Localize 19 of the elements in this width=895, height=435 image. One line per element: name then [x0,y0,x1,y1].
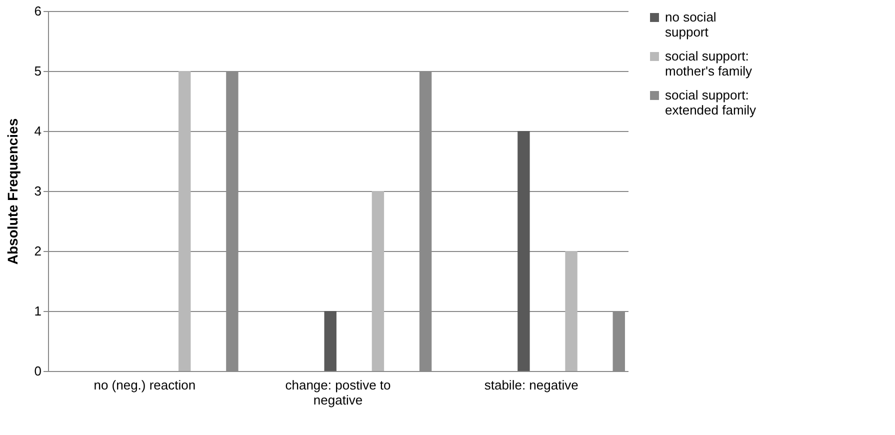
legend-label: no social support [665,10,716,40]
y-tick-label: 3 [34,184,42,198]
bar [565,251,578,371]
bar [372,191,384,371]
y-tick-label: 4 [34,124,42,138]
x-tick-label: no (neg.) reaction [94,378,196,392]
x-tick-label: stabile: negative [484,378,578,392]
bar [324,311,336,371]
y-axis-title: Absolute Frequencies [4,118,20,265]
legend-label: social support: extended family [665,88,757,118]
legend-label: social support: mother's family [665,48,752,78]
x-tick-label: change: postive to negative [285,378,391,408]
y-tick-label: 1 [34,304,42,318]
bar [518,131,530,371]
y-tick-label: 0 [34,364,42,378]
y-tick-label: 5 [34,64,42,78]
y-tick-label: 2 [34,244,42,258]
y-tick-label: 6 [34,4,42,18]
bar [178,71,191,371]
